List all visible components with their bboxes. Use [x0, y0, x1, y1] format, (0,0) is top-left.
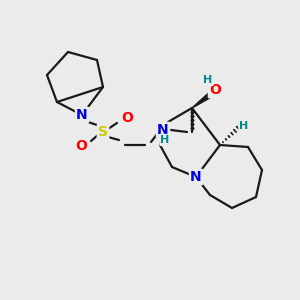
Text: O: O [209, 83, 221, 97]
Text: S: S [98, 125, 108, 139]
Text: N: N [190, 170, 202, 184]
Text: N: N [76, 108, 88, 122]
Text: H: H [239, 121, 249, 131]
Text: N: N [157, 123, 169, 137]
Text: H: H [160, 135, 169, 145]
Text: H: H [203, 75, 213, 85]
Polygon shape [192, 93, 212, 108]
Text: O: O [75, 139, 87, 153]
Text: O: O [121, 111, 133, 125]
